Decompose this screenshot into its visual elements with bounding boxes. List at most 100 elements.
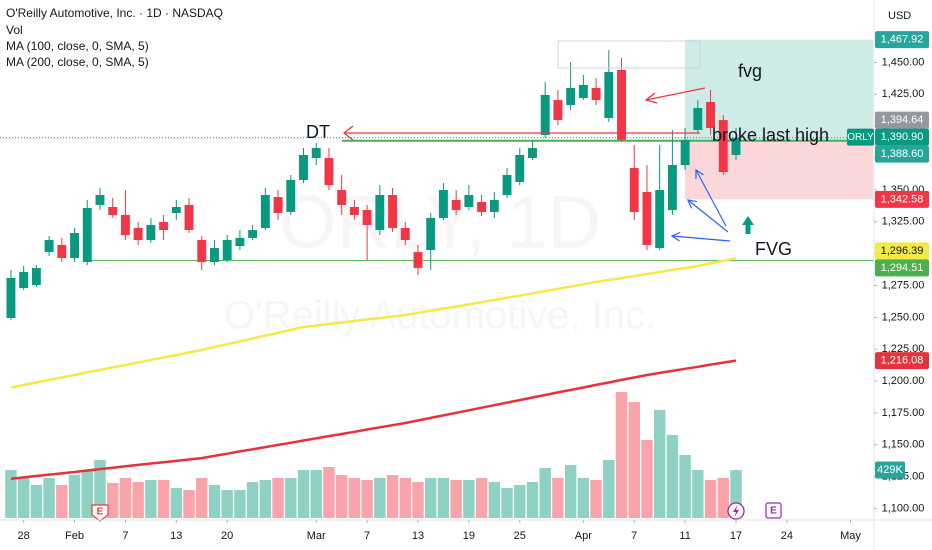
x-tick-label: 7 <box>631 530 637 542</box>
price-tag <box>875 242 929 260</box>
annotation-text: broke last high <box>712 125 829 145</box>
candle-body <box>57 244 67 258</box>
x-tick-label: 17 <box>730 530 742 542</box>
volume-bar <box>106 482 119 518</box>
volume-bar <box>56 484 68 518</box>
candle-body <box>70 232 79 258</box>
ma-legend: MA (200, close, 0, SMA, 5) <box>6 55 149 69</box>
volume-bar <box>374 477 386 518</box>
volume-bar <box>30 484 43 518</box>
candle-body <box>566 87 576 106</box>
volume-bar <box>285 477 297 518</box>
lightning-icon <box>733 505 739 517</box>
x-tick-label: Mar <box>307 530 326 542</box>
annotation-arrowhead <box>670 231 681 242</box>
y-tick-label: 1,100.00 <box>882 502 925 514</box>
ma-legend: MA (100, close, 0, SMA, 5) <box>6 39 149 53</box>
price-tag <box>875 259 929 277</box>
volume-bar <box>145 479 157 518</box>
price-tag-label: 1,388.60 <box>881 148 924 160</box>
price-tag-label: 1,390.90 <box>881 131 924 143</box>
moving-average-line <box>10 256 737 389</box>
y-tick-label: 1,425.00 <box>882 88 925 100</box>
candle-body <box>629 167 639 212</box>
candle-body <box>604 72 614 119</box>
y-tick-label: 1,200.00 <box>882 375 925 387</box>
volume-bar <box>399 477 411 518</box>
candle-body <box>591 87 601 101</box>
candle-body <box>528 147 537 159</box>
annotation-arrow <box>645 87 706 101</box>
x-tick-label: 7 <box>364 530 370 542</box>
volume-bar <box>335 475 348 518</box>
candle-body <box>667 165 677 211</box>
x-tick-label: 28 <box>18 530 30 542</box>
candle-body <box>210 248 219 263</box>
volume-bar <box>424 477 437 518</box>
candle-body <box>44 239 54 252</box>
volume-bar <box>323 466 335 518</box>
candle-body <box>286 179 296 212</box>
x-tick-label: 25 <box>514 530 526 542</box>
volume-bar <box>704 479 717 518</box>
volume-bar <box>666 434 679 518</box>
candle-body <box>349 206 359 216</box>
candle-body <box>642 191 652 245</box>
candle-body <box>706 101 716 128</box>
volume-bar <box>183 490 195 518</box>
price-tag-label: 1,296.39 <box>881 245 924 257</box>
candle-body <box>515 154 525 182</box>
annotation-arrow <box>687 199 729 233</box>
volume-bar <box>488 481 501 518</box>
annotation-text: DT <box>306 122 330 142</box>
volume-bar <box>17 477 30 518</box>
x-tick-label: 7 <box>122 530 128 542</box>
price-tag <box>875 190 929 208</box>
x-tick-label: 13 <box>412 530 424 542</box>
volume-bar <box>170 488 183 518</box>
x-tick-label: 20 <box>221 530 233 542</box>
volume-legend: Vol <box>6 23 23 37</box>
candle-body <box>477 202 487 212</box>
chart-title: O'Reilly Automotive, Inc. · 1D · NASDAQ <box>6 6 223 20</box>
candle-body <box>426 217 436 251</box>
y-tick-label: 1,275.00 <box>882 279 925 291</box>
volume-bar <box>501 488 513 518</box>
symbol-tag <box>847 128 874 146</box>
volume-bar <box>641 440 653 518</box>
candle-body <box>311 147 321 159</box>
x-tick-label: 13 <box>170 530 182 542</box>
volume-tag-label: 429K <box>877 464 903 476</box>
volume-bar <box>539 467 551 518</box>
candle-body <box>133 228 143 240</box>
candle-body <box>731 137 741 155</box>
volume-bar <box>310 470 322 518</box>
annotation-arrowhead <box>687 199 697 209</box>
candle-body <box>82 208 92 263</box>
volume-bar <box>297 470 310 518</box>
volume-bar <box>348 477 361 518</box>
price-tag-label: 1,294.51 <box>881 262 924 274</box>
volume-bar <box>412 481 424 518</box>
candle-body <box>95 195 105 205</box>
currency-label: USD <box>888 10 911 22</box>
volume-bar <box>615 392 628 518</box>
volume-bar <box>564 464 577 518</box>
volume-bar <box>119 477 132 518</box>
volume-bar <box>717 477 730 518</box>
candle-body <box>680 139 690 166</box>
background-layer: ORLY, 1DO'Reilly Automotive, Inc. <box>0 39 873 518</box>
up-arrow-icon <box>742 216 754 234</box>
moving-average-line <box>10 359 737 481</box>
x-tick-label: 19 <box>463 530 475 542</box>
volume-bar <box>246 481 259 518</box>
x-tick-label: Feb <box>65 530 84 542</box>
candle-body <box>197 239 207 263</box>
volume-bar <box>653 409 666 518</box>
volume-bar <box>463 479 475 518</box>
candle-body <box>108 206 118 216</box>
volume-bar <box>221 490 233 518</box>
